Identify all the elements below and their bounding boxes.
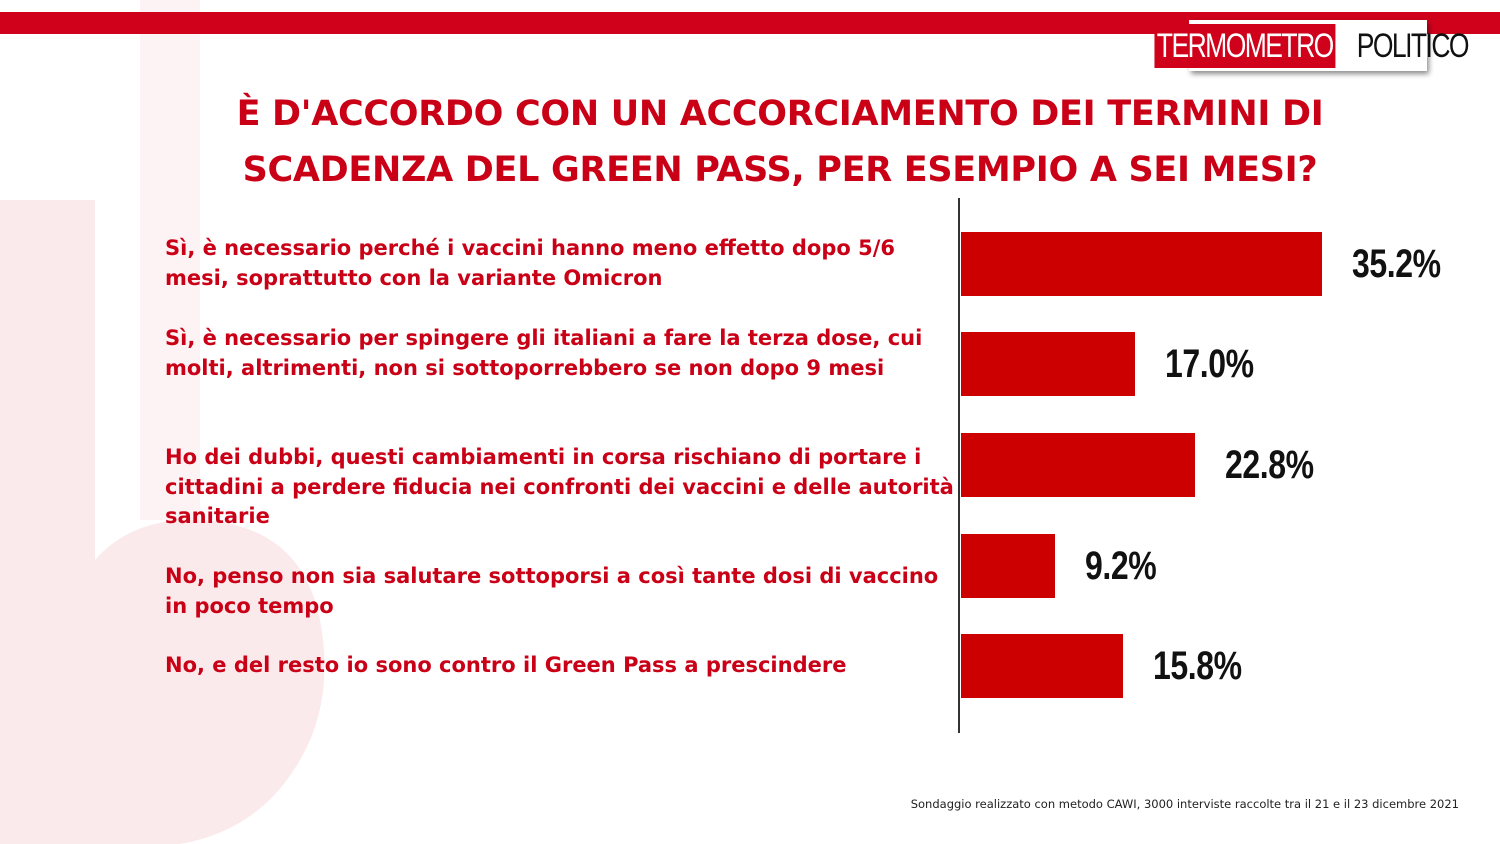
bar-1 — [961, 232, 1322, 296]
bar-2 — [961, 332, 1135, 396]
bar-value-label-4: 9.2% — [1085, 544, 1157, 588]
logo-part-1: TERMOMETRO — [1154, 23, 1335, 68]
bar-value-label-3: 22.8% — [1225, 443, 1314, 487]
answer-label-2: Sì, è necessario per spingere gli italia… — [165, 326, 923, 380]
chart-axis-line — [958, 198, 960, 733]
top-accent-bar — [0, 12, 1500, 34]
chart-title: È D'ACCORDO CON UN ACCORCIAMENTO DEI TER… — [236, 94, 1324, 190]
logo-part-2: POLITICO — [1357, 26, 1470, 65]
answer-label-1: Sì, è necessario perché i vaccini hanno … — [165, 236, 896, 290]
bar-value-label-5: 15.8% — [1153, 644, 1242, 688]
bar-4 — [961, 534, 1055, 598]
bar-3 — [961, 433, 1195, 497]
answer-label-5: No, e del resto io sono contro il Green … — [165, 653, 847, 677]
brand-logo: TERMOMETRO POLITICO — [1154, 20, 1470, 71]
bar-value-label-2: 17.0% — [1165, 342, 1254, 386]
bar-value-label-1: 35.2% — [1352, 242, 1441, 286]
answer-label-4: No, penso non sia salutare sottoporsi a … — [165, 564, 939, 618]
answer-label-3: Ho dei dubbi, questi cambiamenti in cors… — [165, 445, 954, 528]
survey-footnote: Sondaggio realizzato con metodo CAWI, 30… — [910, 797, 1459, 811]
bar-5 — [961, 634, 1123, 698]
